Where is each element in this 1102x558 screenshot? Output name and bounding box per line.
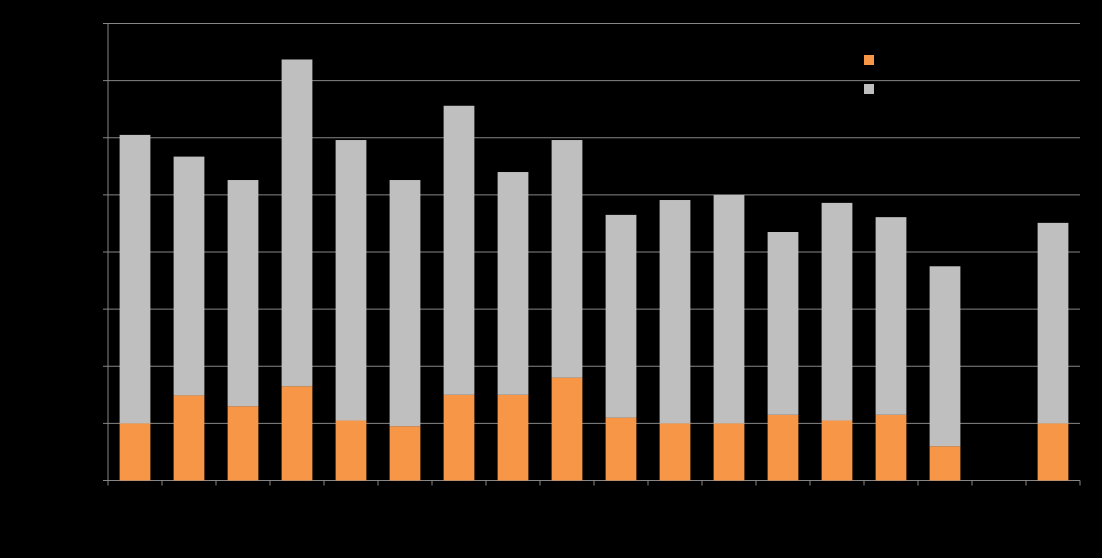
bar-segment <box>605 417 637 481</box>
bar-segment <box>335 420 367 481</box>
bar-segment <box>821 202 853 421</box>
bar-segment <box>605 214 637 418</box>
bar-segment <box>659 200 691 424</box>
bar-segment <box>443 394 475 481</box>
bar-segment <box>1037 222 1069 424</box>
bar-segment <box>929 266 961 447</box>
bar-segment <box>713 194 745 424</box>
legend-swatch <box>864 84 874 94</box>
bar-segment <box>875 414 907 481</box>
bar-segment <box>173 395 205 481</box>
bar-segment <box>335 140 367 421</box>
bar-segment <box>119 423 151 481</box>
bar-segment <box>281 386 313 481</box>
bar-segment <box>1037 423 1069 481</box>
bar-segment <box>227 406 259 481</box>
legend-swatch <box>864 55 874 65</box>
bar-segment <box>227 180 259 407</box>
bar-segment <box>389 426 421 481</box>
bar-segment <box>443 105 475 395</box>
bar-segment <box>929 446 961 481</box>
bar-segment <box>551 377 583 481</box>
bar-segment <box>713 423 745 481</box>
bar-segment <box>497 394 529 481</box>
bar-segment <box>119 134 151 424</box>
bar-segment <box>281 59 313 387</box>
bar-segment <box>875 217 907 415</box>
bar-segment <box>767 232 799 415</box>
bar-segment <box>821 420 853 481</box>
bar-segment <box>389 180 421 427</box>
bar-segment <box>173 156 205 396</box>
bar-segment <box>497 172 529 395</box>
bar-segment <box>767 414 799 481</box>
bar-segment <box>659 423 691 481</box>
bar-segment <box>551 140 583 378</box>
